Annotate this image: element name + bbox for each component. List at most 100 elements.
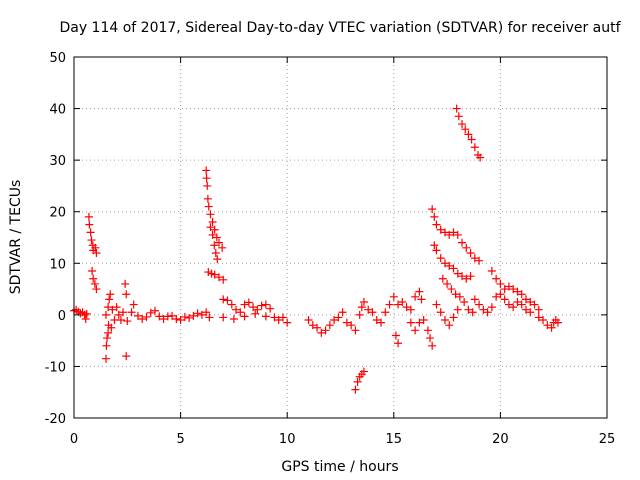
- y-tick-label: -20: [45, 412, 66, 427]
- data-point: [244, 298, 253, 307]
- data-point: [205, 313, 214, 322]
- data-point: [406, 305, 415, 314]
- data-point: [453, 305, 462, 314]
- data-point: [423, 326, 432, 335]
- data-point: [172, 314, 181, 323]
- data-point: [355, 310, 364, 319]
- data-point: [253, 305, 262, 314]
- data-point: [406, 318, 415, 327]
- data-point: [517, 290, 526, 299]
- data-point: [211, 248, 220, 257]
- data-points: [70, 104, 562, 394]
- data-point: [251, 309, 260, 318]
- data-point: [85, 220, 94, 229]
- data-point: [449, 264, 458, 273]
- data-point: [462, 243, 471, 252]
- data-point: [436, 308, 445, 317]
- data-point: [104, 328, 113, 337]
- data-point: [219, 295, 228, 304]
- axis-ticks: [73, 56, 608, 419]
- data-point: [278, 313, 287, 322]
- data-point: [458, 120, 467, 129]
- data-point: [185, 313, 194, 322]
- data-point: [204, 202, 213, 211]
- data-point: [203, 181, 212, 190]
- data-point: [223, 296, 232, 305]
- data-point: [453, 269, 462, 278]
- data-point: [338, 308, 347, 317]
- data-point: [460, 297, 469, 306]
- data-point: [426, 334, 435, 343]
- data-point: [368, 308, 377, 317]
- data-point: [476, 153, 485, 162]
- data-point: [210, 270, 219, 279]
- data-point: [492, 292, 501, 301]
- data-point: [270, 313, 279, 322]
- data-point: [133, 311, 142, 320]
- data-point: [436, 225, 445, 234]
- data-point: [81, 314, 90, 323]
- data-point: [325, 321, 334, 330]
- plot-frame: [73, 56, 608, 419]
- data-point: [415, 287, 424, 296]
- data-point: [101, 310, 110, 319]
- data-point: [521, 305, 530, 314]
- data-point: [385, 300, 394, 309]
- data-point: [391, 331, 400, 340]
- data-point: [114, 310, 123, 319]
- y-tick-label: 40: [49, 103, 66, 118]
- data-point: [123, 317, 132, 326]
- data-point: [394, 339, 403, 348]
- data-point: [104, 303, 113, 312]
- data-point: [88, 267, 97, 276]
- data-point: [496, 279, 505, 288]
- data-point: [411, 292, 420, 301]
- data-point: [212, 233, 221, 242]
- data-point: [500, 285, 509, 294]
- data-point: [372, 316, 381, 325]
- data-point: [103, 334, 112, 343]
- y-tick-label: -10: [45, 360, 66, 375]
- data-point: [487, 267, 496, 276]
- data-point: [398, 297, 407, 306]
- x-tick-label: 10: [279, 432, 296, 447]
- data-point: [261, 300, 270, 309]
- data-point: [440, 259, 449, 268]
- data-point: [208, 230, 217, 239]
- data-point: [504, 300, 513, 309]
- data-point: [445, 230, 454, 239]
- data-point: [479, 305, 488, 314]
- data-point: [213, 255, 222, 264]
- data-point: [432, 246, 441, 255]
- data-point: [116, 316, 125, 325]
- data-point: [176, 316, 185, 325]
- data-point: [353, 377, 362, 386]
- data-point: [449, 313, 458, 322]
- data-point: [266, 304, 275, 313]
- data-point: [334, 313, 343, 322]
- data-point: [466, 248, 475, 257]
- y-tick-label: 50: [49, 51, 66, 66]
- data-point: [464, 130, 473, 139]
- data-point: [464, 305, 473, 314]
- data-point: [458, 272, 467, 281]
- data-point: [509, 285, 518, 294]
- data-point: [500, 295, 509, 304]
- data-point: [208, 218, 217, 227]
- data-point: [129, 300, 138, 309]
- data-point: [513, 287, 522, 296]
- data-point: [351, 385, 360, 394]
- data-point: [304, 316, 313, 325]
- data-point: [432, 300, 441, 309]
- data-point: [317, 328, 326, 337]
- x-tick-label: 15: [386, 432, 403, 447]
- data-point: [102, 341, 111, 350]
- data-point: [419, 316, 428, 325]
- data-point: [487, 303, 496, 312]
- data-point: [206, 223, 215, 232]
- data-point: [483, 308, 492, 317]
- data-point: [112, 303, 121, 312]
- data-point: [553, 318, 562, 327]
- data-point: [539, 316, 548, 325]
